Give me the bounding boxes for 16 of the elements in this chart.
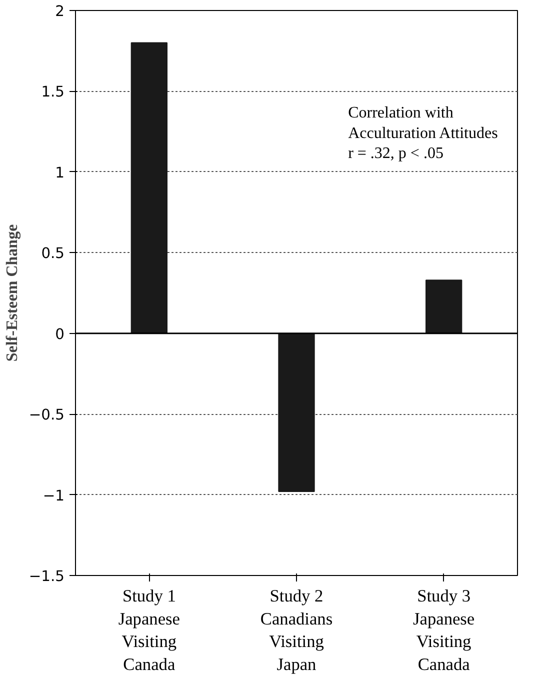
y-tick-label: −1 (42, 487, 65, 504)
x-tick-label: Study 1 Japanese Visiting Canada (118, 586, 180, 674)
x-tick-label: Study 2 Canadians Visiting Japan (260, 586, 333, 674)
y-tick-label: −1.5 (28, 568, 65, 585)
x-tick-label: Study 3 Japanese Visiting Canada (413, 586, 475, 674)
y-tick-label: 1.5 (41, 84, 65, 101)
y-tick-label: −0.5 (28, 406, 65, 424)
y-tick-label: 0 (55, 326, 65, 343)
bar (130, 42, 168, 334)
y-axis-title: Self-Esteem Change (4, 224, 21, 362)
bar (278, 332, 315, 492)
annotation: Correlation with Acculturation Attitudes r = .32, p < .05 (348, 104, 498, 162)
bar (426, 280, 462, 334)
y-tick-label: 0.5 (41, 245, 65, 262)
y-tick-label: 2 (55, 3, 65, 20)
y-tick-label: 1 (55, 164, 65, 182)
